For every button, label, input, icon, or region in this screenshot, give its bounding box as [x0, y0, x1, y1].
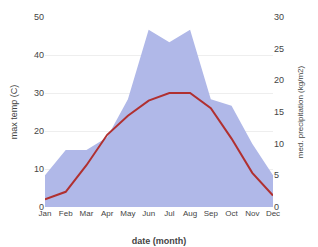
svg-text:5: 5 [274, 170, 279, 180]
svg-text:Apr: Apr [101, 209, 114, 218]
svg-text:20: 20 [34, 126, 44, 136]
svg-text:Mar: Mar [80, 209, 94, 218]
svg-text:date (month): date (month) [132, 236, 187, 246]
svg-text:Jun: Jun [142, 209, 155, 218]
svg-text:10: 10 [274, 139, 284, 149]
svg-text:Jul: Jul [164, 209, 174, 218]
svg-text:Aug: Aug [183, 209, 197, 218]
svg-text:50: 50 [34, 12, 44, 22]
svg-text:Jan: Jan [39, 209, 52, 218]
svg-text:max temp (C): max temp (C) [9, 85, 19, 140]
svg-text:Oct: Oct [225, 209, 238, 218]
svg-text:0: 0 [39, 202, 44, 212]
svg-text:15: 15 [274, 107, 284, 117]
svg-text:10: 10 [34, 164, 44, 174]
svg-text:0: 0 [274, 202, 279, 212]
svg-text:May: May [120, 209, 135, 218]
svg-text:25: 25 [274, 44, 284, 54]
svg-text:40: 40 [34, 50, 44, 60]
svg-text:30: 30 [34, 88, 44, 98]
svg-text:Feb: Feb [59, 209, 73, 218]
svg-text:med. precipitation (kg/m2): med. precipitation (kg/m2) [296, 65, 305, 158]
svg-text:Nov: Nov [245, 209, 259, 218]
svg-text:30: 30 [274, 12, 284, 22]
svg-text:Dec: Dec [266, 209, 280, 218]
svg-text:Sep: Sep [204, 209, 219, 218]
svg-text:20: 20 [274, 75, 284, 85]
